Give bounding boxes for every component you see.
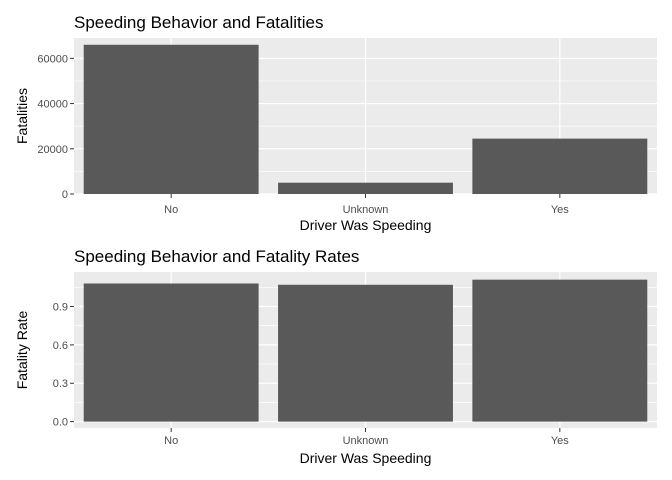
chart-title: Speeding Behavior and Fatalities [74,13,324,32]
x-tick-label: Yes [551,435,569,447]
bar-unknown [278,182,453,194]
x-tick-label: Unknown [343,435,389,447]
x-tick-label: Unknown [343,204,389,216]
x-tick-label: Yes [551,204,569,216]
bar-no [83,44,259,194]
x-tick-label: No [164,204,178,216]
bar-yes [472,279,648,422]
bar-yes [472,138,648,194]
x-tick-label: No [164,435,178,447]
chart-2: 0.0 0.3 0.6 0.9 No Unknown Yes Speeding Behavio… [14,247,657,466]
x-axis-title: Driver Was Speeding [300,217,432,233]
y-tick-label: 0 [62,189,68,201]
y-tick-label: 0.3 [53,378,68,390]
y-tick-label: 0.9 [53,302,68,314]
bar-unknown [278,284,453,422]
chart-1: 0 20000 40000 60000 No Unknown Yes Speeding Beh… [14,13,657,233]
y-tick-label: 20000 [37,144,68,156]
chart-title: Speeding Behavior and Fatality Rates [74,247,359,266]
y-axis-title: Fatalities [14,88,30,144]
y-tick-label: 0.0 [53,417,68,429]
x-axis-title: Driver Was Speeding [300,450,432,466]
y-tick-label: 0.6 [53,340,68,352]
y-tick-label: 60000 [37,53,68,65]
y-axis-title: Fatality Rate [14,310,30,389]
y-tick-label: 40000 [37,99,68,111]
bar-no [83,283,259,422]
